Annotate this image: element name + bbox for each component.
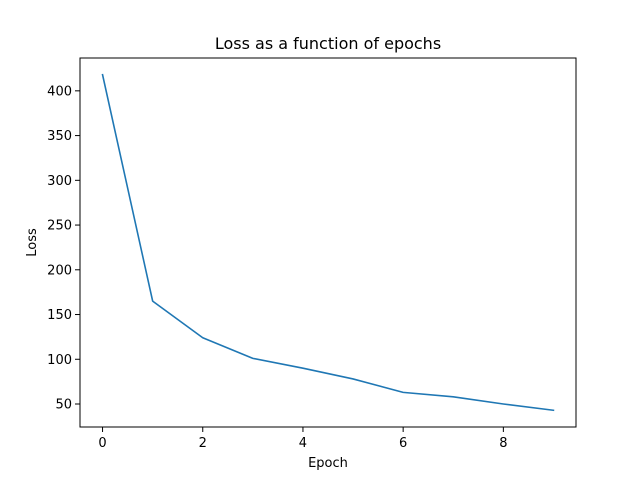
y-tick-label: 350 (47, 129, 72, 144)
plot-area: 0 2 4 6 8 50 100 150 200 250 300 350 400 (47, 57, 577, 451)
y-axis-ticks: 50 100 150 200 250 300 350 400 (47, 84, 80, 413)
plot-background (80, 58, 576, 427)
y-tick-label: 200 (47, 263, 72, 278)
x-axis-label: Epoch (308, 456, 348, 471)
y-tick-label: 150 (47, 308, 72, 323)
y-axis-label: Loss (25, 228, 40, 257)
y-tick-label: 300 (47, 174, 72, 189)
x-tick-label: 8 (499, 436, 507, 451)
x-tick-label: 0 (98, 436, 106, 451)
plot-frame (79, 57, 577, 428)
x-tick-label: 4 (299, 436, 307, 451)
x-tick-label: 6 (399, 436, 407, 451)
x-axis-ticks: 0 2 4 6 8 (98, 427, 507, 451)
y-tick-label: 250 (47, 219, 72, 234)
y-tick-label: 50 (55, 398, 72, 413)
y-tick-label: 400 (47, 84, 72, 99)
x-tick-label: 2 (199, 436, 207, 451)
series-layer (101, 73, 555, 412)
y-tick-label: 100 (47, 353, 72, 368)
loss-series-line (101, 73, 555, 412)
chart-title: Loss as a function of epochs (215, 34, 441, 53)
